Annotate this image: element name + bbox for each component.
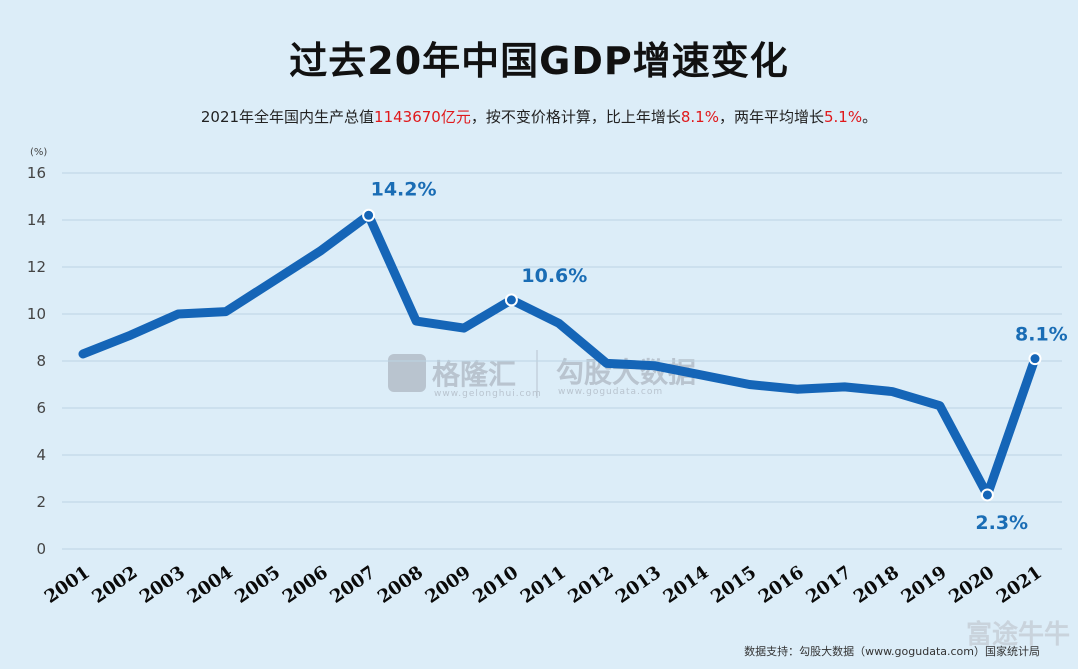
grid-layer (62, 172, 1062, 550)
series-line-gdp-growth (78, 210, 1040, 500)
watermark: 格隆汇 www.gelonghui.com 勾股大数据 www.gogudata… (388, 350, 696, 399)
y-unit-label: (%) (30, 147, 47, 158)
x-tick-label: 2013 (612, 562, 665, 608)
source-note: 数据支持：勾股大数据（www.gogudata.com）国家统计局 (744, 645, 1040, 658)
y-tick-label: 14 (27, 211, 46, 229)
x-tick-label: 2008 (374, 562, 427, 608)
x-tick-label: 2019 (898, 562, 951, 608)
x-tick-label: 2015 (707, 562, 760, 608)
x-tick-label: 2018 (850, 562, 903, 608)
x-tick-label: 2006 (279, 562, 332, 608)
x-tick-label: 2020 (945, 562, 998, 608)
y-tick-label: 6 (36, 399, 46, 417)
y-tick-label: 8 (36, 352, 46, 370)
data-point-marker (1028, 352, 1042, 366)
x-tick-label: 2012 (564, 562, 617, 608)
y-tick-label: 12 (27, 258, 46, 276)
x-tick-label: 2014 (660, 562, 713, 608)
x-axis: 2001200220032004200520062007200820092010… (41, 562, 1046, 608)
data-label: 8.1% (1015, 324, 1068, 346)
data-label: 2.3% (975, 512, 1028, 534)
x-tick-label: 2005 (231, 562, 284, 608)
x-tick-label: 2007 (326, 562, 379, 608)
y-tick-label: 0 (36, 540, 46, 558)
y-tick-label: 2 (36, 493, 46, 511)
data-label: 10.6% (521, 265, 587, 287)
data-point-marker (504, 293, 518, 307)
x-tick-label: 2017 (802, 562, 855, 608)
x-tick-label: 2016 (755, 562, 808, 608)
corner-brand: 富途牛牛 (965, 620, 1070, 650)
y-tick-label: 10 (27, 305, 46, 323)
data-point-marker (980, 488, 994, 502)
subtitle-gdp-value: 1143670亿元 (374, 108, 471, 126)
subtitle-part-3: ，两年平均增长 (718, 108, 824, 126)
y-axis: 0 2 4 6 8 10 12 14 16 (27, 164, 46, 558)
x-tick-label: 2010 (469, 562, 522, 608)
subtitle-part-4: 。 (862, 108, 878, 126)
x-tick-label: 2009 (422, 562, 475, 608)
series-layer (78, 210, 1040, 500)
x-tick-label: 2001 (41, 562, 94, 608)
y-tick-label: 4 (36, 446, 46, 464)
watermark-brand1: 格隆汇 (432, 358, 516, 391)
watermark-brand1-url: www.gelonghui.com (434, 389, 542, 399)
x-tick-label: 2021 (993, 562, 1046, 608)
chart-subtitle: 2021年全年国内生产总值1143670亿元，按不变价格计算，比上年增长8.1%… (0, 106, 1078, 127)
subtitle-part-2: ，按不变价格计算，比上年增长 (470, 108, 681, 126)
chart-title: 过去20年中国GDP增速变化 (289, 39, 789, 83)
x-tick-label: 2004 (184, 562, 237, 608)
x-tick-label: 2002 (88, 562, 141, 608)
x-tick-label: 2003 (136, 562, 189, 608)
watermark-brand2-url: www.gogudata.com (558, 387, 663, 397)
data-point-marker (362, 208, 376, 222)
x-tick-label: 2011 (517, 562, 570, 608)
subtitle-avg-growth-value: 5.1% (824, 108, 863, 126)
watermark-logo-icon (388, 354, 426, 392)
annotation-layer: 14.2% 10.6% 2.3% 8.1% (362, 178, 1068, 534)
subtitle-growth-value: 8.1% (680, 108, 719, 126)
y-tick-label: 16 (27, 164, 46, 182)
data-label: 14.2% (371, 178, 437, 200)
subtitle-part-1: 2021年全年国内生产总值 (200, 108, 375, 126)
